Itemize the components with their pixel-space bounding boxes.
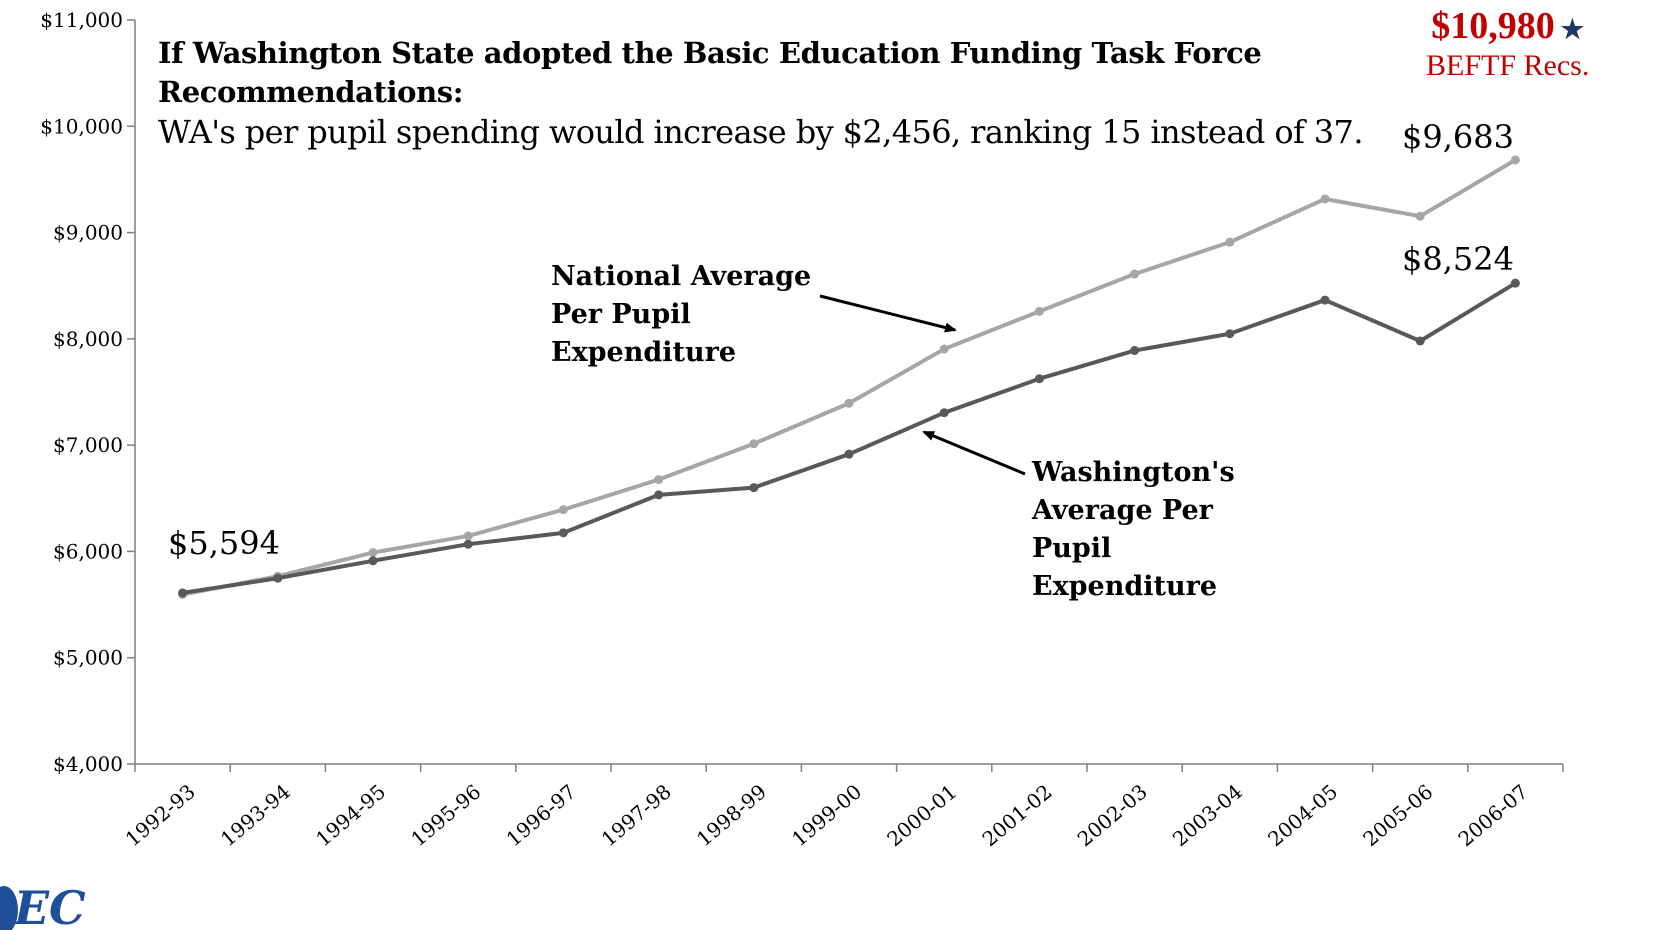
x-tick-label: 1994-95 (311, 779, 390, 851)
washington-data-point (1225, 329, 1235, 339)
washington-data-point (1034, 374, 1044, 384)
logo-text: EC (12, 881, 86, 930)
washington-data-point (1320, 295, 1330, 305)
axes (134, 20, 1563, 765)
beftf-label: BEFTF Recs. (1426, 49, 1590, 82)
washington-data-point (178, 588, 188, 598)
x-tick-label: 2006-07 (1454, 779, 1533, 851)
x-tick-label: 2003-04 (1168, 779, 1247, 851)
start-value-label: $5,594 (168, 524, 280, 562)
washington-data-point (749, 483, 759, 493)
washington-data-point (939, 408, 949, 418)
x-tick-label: 1997-98 (597, 779, 676, 851)
washington-data-point (844, 449, 854, 459)
national-end-value-label: $9,683 (1402, 118, 1514, 156)
national-series-line (182, 158, 1517, 597)
y-tick-label: $8,000 (53, 327, 123, 351)
x-tick-label: 2004-05 (1263, 779, 1342, 851)
y-tick-label: $9,000 (53, 221, 123, 245)
washington-data-point (463, 539, 473, 549)
national-data-point (939, 344, 949, 354)
washington-data-point (1510, 278, 1520, 288)
national-data-point (1510, 155, 1520, 165)
national-data-point (1130, 269, 1140, 279)
national-data-point (844, 398, 854, 408)
y-tick-label: $5,000 (53, 646, 123, 670)
national-data-point (1225, 237, 1235, 247)
beftf-callout: $10,980 ★ BEFTF Recs. (1426, 6, 1589, 82)
washington-data-point (273, 573, 283, 583)
washington-data-point (1130, 346, 1140, 356)
x-tick-label: 2005-06 (1358, 779, 1437, 851)
national-data-point (654, 475, 664, 485)
national-data-point (558, 505, 568, 515)
chart-title-block: If Washington State adopted the Basic Ed… (158, 34, 1418, 152)
star-icon: ★ (1560, 15, 1585, 44)
national-data-point (1415, 211, 1425, 221)
national-arrow (819, 294, 957, 333)
washington-data-point (558, 528, 568, 538)
y-tick-label: $4,000 (53, 752, 123, 776)
national-data-point (463, 531, 473, 541)
x-tick-label: 1998-99 (692, 779, 771, 851)
y-tick-label: $10,000 (40, 114, 123, 138)
x-tick-label: 1992-93 (121, 779, 200, 851)
x-tick-label: 1999-00 (787, 779, 866, 851)
national-series-label: National Average Per Pupil Expenditure (551, 261, 812, 368)
x-tick-label: 2002-03 (1073, 779, 1152, 851)
chart-subtitle: WA's per pupil spending would increase b… (158, 113, 1364, 151)
series-lines (178, 155, 1520, 600)
washington-data-point (368, 556, 378, 566)
washington-series-line (182, 281, 1517, 595)
beftf-value: $10,980 (1431, 5, 1555, 47)
washington-series-label: Washington's Average Per Pupil Expenditu… (1032, 457, 1235, 602)
national-data-point (368, 548, 378, 558)
national-data-point (749, 439, 759, 449)
y-tick-label: $11,000 (40, 8, 123, 32)
y-tick-label: $7,000 (53, 433, 123, 457)
annotation-arrows (819, 294, 1026, 476)
x-tick-label: 1995-96 (406, 779, 485, 851)
y-tick-label: $6,000 (53, 539, 123, 563)
x-axis-ticks: 1992-93 1993-94 1994-95 1995-96 1996-97 1997-… (121, 764, 1564, 851)
x-tick-label: 1996-97 (502, 779, 581, 851)
x-tick-label: 2000-01 (882, 779, 961, 851)
washington-data-point (654, 490, 664, 500)
x-tick-label: 2001-02 (978, 779, 1057, 851)
chart-title: If Washington State adopted the Basic Ed… (158, 36, 1262, 109)
logo-icon: EC (0, 881, 86, 930)
washington-end-value-label: $8,524 (1402, 240, 1514, 278)
washington-data-point (1415, 336, 1425, 346)
national-data-point (1034, 306, 1044, 316)
national-data-point (1320, 194, 1330, 204)
washington-arrow (922, 430, 1026, 476)
y-axis-ticks: $4,000 $5,000 $6,000 $7,000 $8,000 $9,000 $10,… (40, 8, 135, 776)
x-tick-label: 1993-94 (216, 779, 295, 851)
